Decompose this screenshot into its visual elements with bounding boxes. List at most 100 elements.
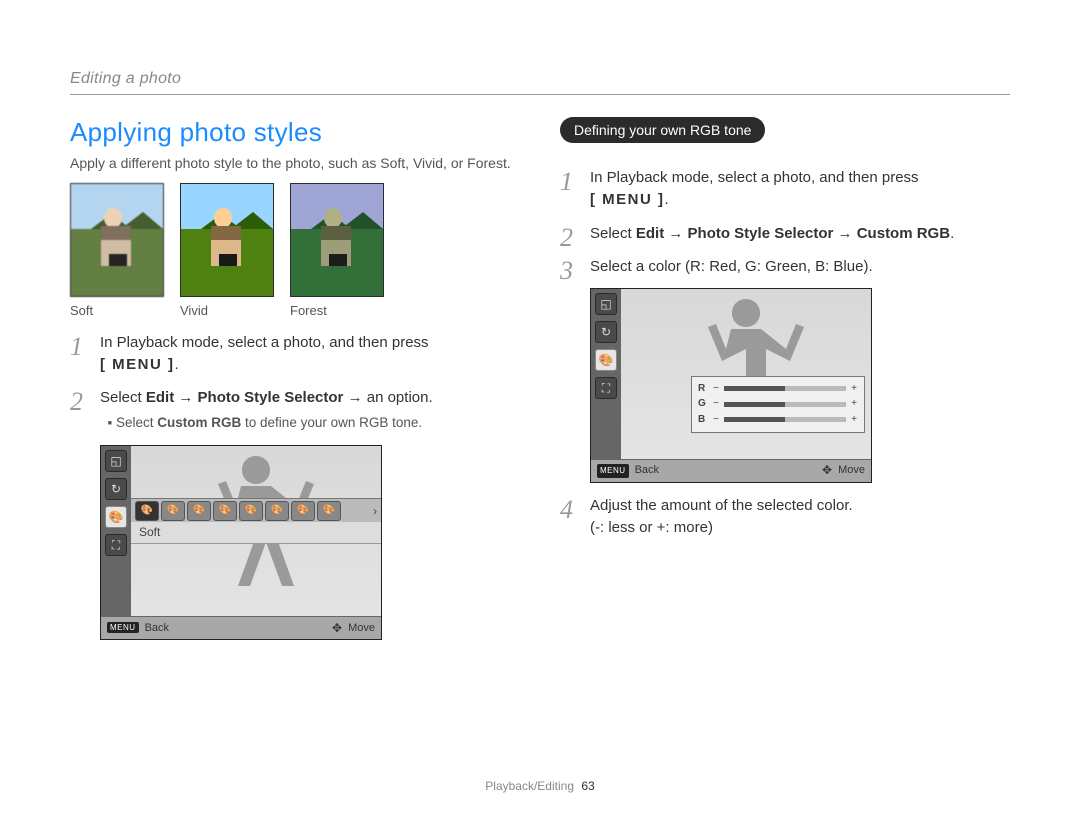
step-1: In Playback mode, select a photo, and th… [70,332,520,376]
footer-move[interactable]: Move [838,463,865,479]
sub-bullet: Select Custom RGB to define your own RGB… [116,413,520,433]
preview-canvas: R − + G − + [621,289,871,459]
rgb-row-b[interactable]: B − + [698,413,858,428]
step-text: Select a color (R: Red, G: Green, B: Blu… [590,258,873,275]
right-column: Defining your own RGB tone In Playback m… [560,117,1010,640]
step-pre: Select [590,225,636,242]
menu-key-badge: MENU [597,464,629,478]
thumb-image-vivid [180,183,274,297]
bullet-post: to define your own RGB tone. [241,415,422,430]
minus-icon[interactable]: − [712,397,720,412]
photographer-icon [71,184,163,296]
rgb-panel[interactable]: R − + G − + [691,376,865,434]
camera-screen-rgb: ◱ ↻ 🎨 ⛶ R [590,288,872,483]
step-text: Adjust the amount of the selected color. [590,497,853,514]
menu-key-badge: MENU [107,622,139,633]
menu-key: [ MENU ] [100,356,175,373]
step-tail: . [175,356,179,373]
selected-style-label: Soft [131,522,381,544]
style-chip[interactable]: 🎨 [265,501,289,521]
style-chip[interactable]: 🎨 [135,501,159,521]
step-2: Select Edit → Photo Style Selector → Cus… [560,223,1010,245]
callout-pill: Defining your own RGB tone [560,117,765,143]
palette-icon[interactable]: 🎨 [595,349,617,371]
plus-icon[interactable]: + [850,397,858,412]
plus-icon[interactable]: + [850,413,858,428]
step-tail: . [665,191,669,208]
side-toolbar: ◱ ↻ 🎨 ⛶ [101,446,131,616]
rgb-label: G [698,397,708,412]
resize-icon[interactable]: ◱ [105,450,127,472]
thumb-label: Vivid [180,303,272,318]
rgb-slider[interactable] [724,402,846,407]
style-chip[interactable]: 🎨 [187,501,211,521]
dpad-icon: ✥ [332,621,342,635]
step-4: Adjust the amount of the selected color.… [560,495,1010,539]
step-text-2: (-: less or +: more) [590,519,713,536]
style-chip[interactable]: 🎨 [213,501,237,521]
step-bold: Edit → Photo Style Selector [146,389,344,406]
step-post: → an option. [343,389,432,406]
rotate-icon[interactable]: ↻ [595,321,617,343]
rgb-row-r[interactable]: R − + [698,382,858,397]
rgb-slider[interactable] [724,417,846,422]
palette-icon[interactable]: 🎨 [105,506,127,528]
silhouette-icon [621,289,871,459]
screen-footer: MENU Back ✥ Move [101,616,381,639]
step-3: Select a color (R: Red, G: Green, B: Blu… [560,256,1010,483]
rgb-row-g[interactable]: G − + [698,397,858,412]
minus-icon[interactable]: − [712,413,720,428]
step-2: Select Edit → Photo Style Selector → an … [70,387,520,432]
step-1: In Playback mode, select a photo, and th… [560,167,1010,211]
content-columns: Applying photo styles Apply a different … [70,117,1010,640]
footer-section: Playback/Editing [485,779,574,793]
style-chip[interactable]: 🎨 [161,501,185,521]
page-number: 63 [581,779,594,793]
section-title: Applying photo styles [70,117,520,148]
manual-page: Editing a photo Applying photo styles Ap… [0,0,1080,815]
style-bar[interactable]: 🎨 🎨 🎨 🎨 🎨 🎨 🎨 🎨 › [131,498,381,524]
plus-icon[interactable]: + [850,382,858,397]
footer-move[interactable]: Move [348,622,375,634]
chevron-right-icon[interactable]: › [373,504,377,518]
adjust-icon[interactable]: ⛶ [595,377,617,399]
adjust-icon[interactable]: ⛶ [105,534,127,556]
step-sub: Select Custom RGB to define your own RGB… [100,413,520,433]
thumb-image-soft [70,183,164,297]
thumb-label: Soft [70,303,162,318]
left-steps: In Playback mode, select a photo, and th… [70,332,520,433]
side-toolbar: ◱ ↻ 🎨 ⛶ [591,289,621,459]
minus-icon[interactable]: − [712,382,720,397]
thumb-image-forest [290,183,384,297]
screen-footer: MENU Back ✥ Move [591,459,871,482]
bullet-bold: Custom RGB [157,415,241,430]
rgb-slider[interactable] [724,386,846,391]
right-steps: In Playback mode, select a photo, and th… [560,167,1010,539]
thumb-label: Forest [290,303,382,318]
rgb-label: R [698,382,708,397]
thumb-forest: Forest [290,183,382,318]
camera-screen-styles: ◱ ↻ 🎨 ⛶ 🎨 🎨 🎨 🎨 [100,445,382,640]
thumb-soft: Soft [70,183,162,318]
style-thumbnails: Soft [70,183,520,318]
style-chip[interactable]: 🎨 [317,501,341,521]
footer-back[interactable]: Back [145,622,169,634]
bullet-pre: Select [116,415,157,430]
footer-back[interactable]: Back [635,463,659,479]
page-footer: Playback/Editing 63 [0,779,1080,793]
left-column: Applying photo styles Apply a different … [70,117,520,640]
step-post: . [950,225,954,242]
photographer-icon [291,184,383,296]
thumb-vivid: Vivid [180,183,272,318]
step-bold: Edit → Photo Style Selector → Custom RGB [636,225,950,242]
rotate-icon[interactable]: ↻ [105,478,127,500]
step-text: In Playback mode, select a photo, and th… [100,334,429,351]
style-chip[interactable]: 🎨 [291,501,315,521]
lead-text: Apply a different photo style to the pho… [70,154,520,173]
style-chip[interactable]: 🎨 [239,501,263,521]
photographer-icon [181,184,273,296]
rgb-label: B [698,413,708,428]
step-text: In Playback mode, select a photo, and th… [590,169,919,186]
resize-icon[interactable]: ◱ [595,293,617,315]
step-pre: Select [100,389,146,406]
